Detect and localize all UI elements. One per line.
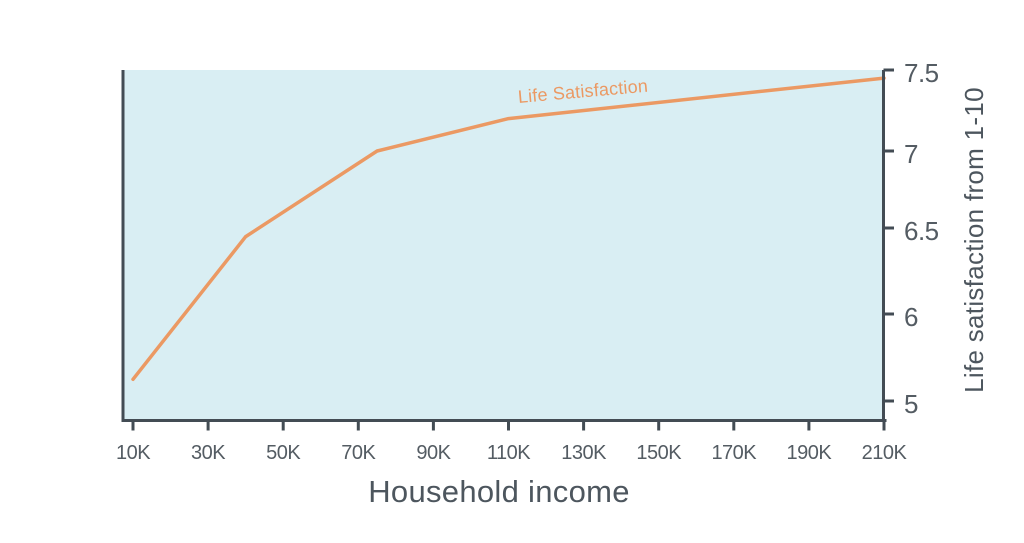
x-tick-label: 150K [636,442,682,464]
x-tick-label: 30K [191,442,226,464]
x-tick-label: 50K [266,442,301,464]
x-tick-label: 10K [115,442,151,464]
x-tick-label: 110K [486,442,531,464]
plot-area-background [124,70,882,419]
x-tick-label: 210K [861,442,907,464]
y-tick-label: 7 [904,139,918,169]
y-tick-label: 7.5 [904,58,939,88]
x-tick-label: 170K [711,442,757,464]
y-tick-label: 5 [904,389,918,419]
x-axis-title: Household income [368,474,630,509]
x-tick-label: 190K [786,442,832,464]
y-tick-label: 6.5 [904,216,939,246]
life-satisfaction-line [131,76,886,382]
x-tick-label: 90K [416,442,451,464]
x-tick-label: 130K [561,442,606,464]
x-tick-label: 70K [341,442,376,464]
y-tick-label: 6 [904,302,918,332]
y-axis-title: Life satisfaction from 1-10 [959,87,989,393]
